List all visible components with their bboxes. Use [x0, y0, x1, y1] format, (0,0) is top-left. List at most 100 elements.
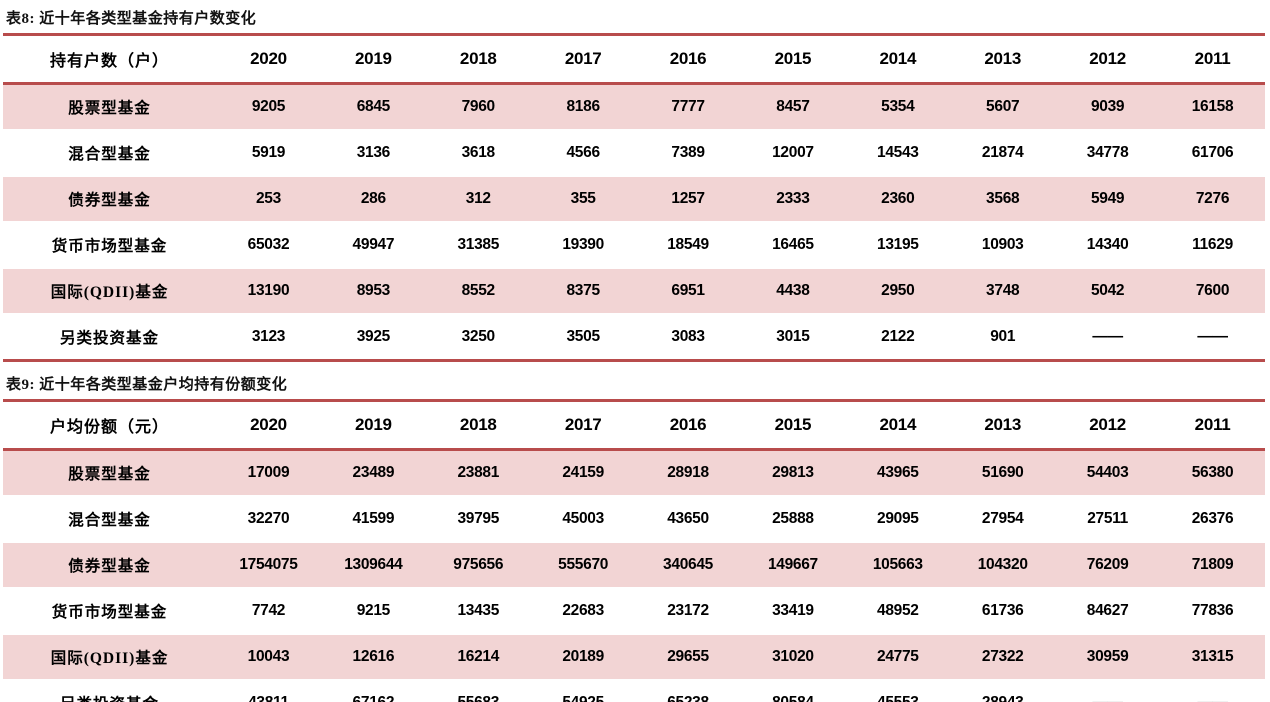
value-cell: 9205: [251, 98, 286, 115]
value-cell: 4566: [566, 144, 600, 161]
year-header: 2019: [320, 34, 426, 85]
value-cell: 8552: [461, 282, 496, 299]
year-header: 2017: [530, 34, 636, 85]
value-cell: 5949: [1090, 190, 1125, 207]
table-row: 混合型基金 32270 41599 39795 45003 43650 25888 29095…: [3, 496, 1265, 542]
fund-type-label: 混合型基金: [68, 512, 151, 529]
value-cell: 13435: [457, 602, 500, 619]
value-cell: 32270: [247, 510, 290, 527]
value-cell: 29095: [877, 510, 919, 527]
value-cell: ——: [1055, 680, 1160, 702]
value-cell: 16214: [457, 648, 500, 665]
value-cell: 3748: [986, 282, 1020, 299]
table8-title: 表8: 近十年各类型基金持有户数变化: [6, 11, 257, 27]
fund-type-label: 货币市场型基金: [51, 238, 168, 255]
value-cell: 13195: [877, 236, 919, 253]
value-cell: 31020: [772, 648, 814, 665]
value-cell: 51690: [981, 464, 1024, 481]
value-cell: 6845: [356, 98, 391, 115]
value-cell: 17009: [247, 464, 290, 481]
year-header: 2017: [530, 400, 636, 451]
value-cell: 7960: [461, 98, 496, 115]
value-cell: 4438: [776, 282, 810, 299]
value-cell: 76209: [1086, 556, 1129, 573]
value-cell: 8186: [566, 98, 600, 115]
value-cell: 975656: [453, 556, 504, 573]
value-cell: 10903: [981, 236, 1024, 253]
value-cell: 30959: [1086, 648, 1129, 665]
value-cell: 355: [570, 190, 596, 207]
year-header: 2020: [216, 400, 321, 451]
table-row: 债券型基金 253 286 312 355 1257 2333 2360 3568 5949 727…: [3, 176, 1265, 222]
value-cell: 7777: [671, 98, 705, 115]
value-cell: 41599: [352, 510, 395, 527]
value-cell: 24775: [877, 648, 919, 665]
value-cell: 3505: [566, 328, 600, 345]
value-cell: 61736: [981, 602, 1024, 619]
value-cell: 3136: [356, 144, 391, 161]
header-row: 户均份额（元） 2020 2019 2018 2017 2016 2015 2014 2013 2…: [3, 400, 1265, 451]
fund-type-label: 股票型基金: [68, 466, 151, 483]
fund-type-label: 另类投资基金: [3, 680, 216, 702]
value-cell: 61706: [1191, 144, 1234, 161]
value-cell: 16465: [772, 236, 814, 253]
table-row: 货币市场型基金 7742 9215 13435 22683 23172 33419 48952…: [3, 588, 1265, 634]
value-cell: 2333: [776, 190, 810, 207]
value-cell: 33419: [772, 602, 814, 619]
year-header: 2018: [425, 400, 531, 451]
value-cell: ——: [1197, 328, 1228, 345]
value-cell: 10043: [247, 648, 290, 665]
year-header: 2016: [635, 400, 741, 451]
value-cell: 54925: [531, 680, 636, 702]
value-cell: 312: [465, 190, 491, 207]
value-cell: ——: [1092, 328, 1123, 345]
table-row: 债券型基金 1754075 1309644 975656 555670 340645 149…: [3, 542, 1265, 588]
value-cell: 9215: [356, 602, 391, 619]
value-cell: 3925: [356, 328, 391, 345]
value-cell: 104320: [977, 556, 1028, 573]
value-cell: 19390: [562, 236, 604, 253]
value-cell: 55683: [426, 680, 531, 702]
value-cell: ——: [1160, 680, 1265, 702]
value-cell: 49947: [352, 236, 395, 253]
value-cell: 7389: [671, 144, 705, 161]
year-header: 2020: [216, 34, 321, 85]
value-cell: 105663: [872, 556, 923, 573]
value-cell: 1754075: [239, 556, 298, 573]
value-cell: 9039: [1090, 98, 1125, 115]
table-row: 另类投资基金 3123 3925 3250 3505 3083 3015 2122 901 —— —…: [3, 314, 1265, 361]
value-cell: 6951: [671, 282, 705, 299]
value-cell: 2950: [881, 282, 915, 299]
year-header: 2013: [950, 400, 1056, 451]
year-header: 2014: [845, 400, 951, 451]
value-cell: 43965: [877, 464, 919, 481]
value-cell: 43650: [667, 510, 709, 527]
value-cell: 253: [255, 190, 281, 207]
fund-type-label: 股票型基金: [68, 100, 151, 117]
value-cell: 22683: [562, 602, 604, 619]
value-cell: 12616: [352, 648, 395, 665]
fund-type-label: 债券型基金: [68, 192, 151, 209]
value-cell: 31385: [457, 236, 500, 253]
value-cell: 149667: [767, 556, 818, 573]
year-header: 2011: [1160, 34, 1265, 85]
value-cell: 45553: [845, 680, 950, 702]
value-cell: 555670: [558, 556, 609, 573]
value-cell: 25888: [772, 510, 814, 527]
fund-type-label: 货币市场型基金: [51, 604, 168, 621]
year-header: 2018: [425, 34, 531, 85]
value-cell: 48952: [877, 602, 919, 619]
value-cell: 7742: [251, 602, 286, 619]
value-cell: 20189: [562, 648, 604, 665]
value-cell: 7276: [1195, 190, 1230, 207]
table8-fund-holders: 持有户数（户） 2020 2019 2018 2017 2016 2015 2014 2013 2…: [3, 33, 1265, 362]
fund-type-label: 国际(QDII)基金: [50, 650, 169, 667]
value-cell: 31315: [1191, 648, 1234, 665]
value-cell: 65238: [636, 680, 741, 702]
table-row: 另类投资基金4381167162556835492565238805844555…: [3, 680, 1265, 702]
year-header: 2013: [950, 34, 1056, 85]
value-cell: 2122: [881, 328, 915, 345]
value-cell: 56380: [1191, 464, 1234, 481]
value-cell: 8953: [356, 282, 391, 299]
